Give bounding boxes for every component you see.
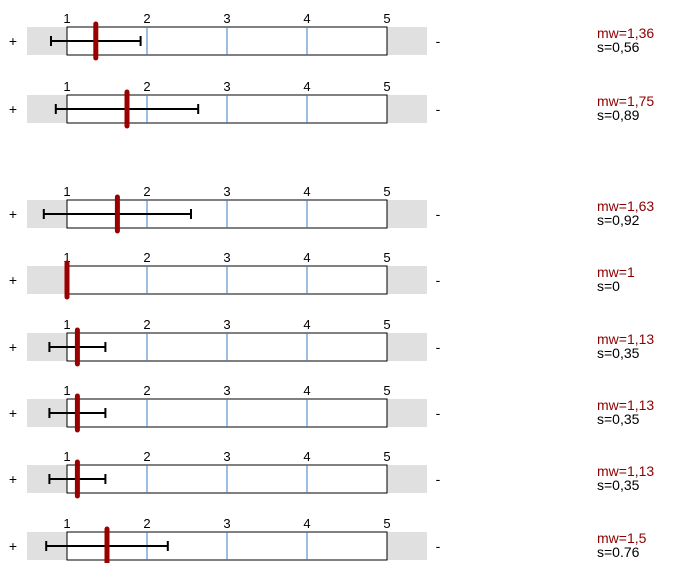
right-sign-label: - — [436, 101, 441, 117]
right-band — [387, 465, 427, 493]
right-sign-label: - — [436, 206, 441, 222]
tick-label: 2 — [143, 516, 150, 531]
right-band — [387, 95, 427, 123]
tick-label: 3 — [223, 184, 230, 199]
sd-label: s=0 — [597, 278, 620, 294]
tick-label: 5 — [383, 250, 390, 265]
tick-label: 2 — [143, 317, 150, 332]
tick-label: 4 — [303, 11, 310, 26]
tick-label: 3 — [223, 250, 230, 265]
tick-label: 5 — [383, 184, 390, 199]
tick-label: 1 — [63, 11, 70, 26]
right-sign-label: - — [436, 33, 441, 49]
left-sign-label: + — [9, 339, 17, 355]
sd-label: s=0,35 — [597, 477, 640, 493]
tick-label: 3 — [223, 449, 230, 464]
left-sign-label: + — [9, 33, 17, 49]
mean-label: mw=1,75 — [597, 93, 654, 109]
right-band — [387, 200, 427, 228]
tick-label: 5 — [383, 11, 390, 26]
mean-label: mw=1,63 — [597, 198, 654, 214]
sd-label: s=0.76 — [597, 544, 640, 560]
right-band — [387, 532, 427, 560]
right-sign-label: - — [436, 471, 441, 487]
tick-label: 2 — [143, 449, 150, 464]
tick-label: 4 — [303, 250, 310, 265]
mean-label: mw=1,13 — [597, 463, 654, 479]
tick-label: 4 — [303, 383, 310, 398]
tick-label: 5 — [383, 449, 390, 464]
right-band — [387, 266, 427, 294]
tick-label: 3 — [223, 516, 230, 531]
tick-label: 1 — [63, 449, 70, 464]
left-band — [27, 266, 67, 294]
tick-label: 4 — [303, 317, 310, 332]
tick-label: 4 — [303, 184, 310, 199]
sd-label: s=0,89 — [597, 107, 640, 123]
tick-label: 3 — [223, 11, 230, 26]
sd-label: s=0,56 — [597, 39, 640, 55]
tick-label: 3 — [223, 383, 230, 398]
left-sign-label: + — [9, 471, 17, 487]
mean-label: mw=1,5 — [597, 530, 647, 546]
tick-label: 2 — [143, 11, 150, 26]
left-sign-label: + — [9, 405, 17, 421]
tick-label: 5 — [383, 516, 390, 531]
tick-label: 1 — [63, 516, 70, 531]
tick-label: 4 — [303, 516, 310, 531]
tick-label: 5 — [383, 79, 390, 94]
tick-label: 1 — [63, 383, 70, 398]
sd-label: s=0,35 — [597, 411, 640, 427]
left-sign-label: + — [9, 538, 17, 554]
tick-label: 1 — [63, 79, 70, 94]
right-band — [387, 27, 427, 55]
mean-label: mw=1 — [597, 264, 635, 280]
right-sign-label: - — [436, 405, 441, 421]
right-sign-label: - — [436, 272, 441, 288]
mean-label: mw=1,13 — [597, 331, 654, 347]
right-sign-label: - — [436, 538, 441, 554]
mean-label: mw=1,13 — [597, 397, 654, 413]
tick-label: 2 — [143, 184, 150, 199]
left-sign-label: + — [9, 101, 17, 117]
tick-label: 1 — [63, 250, 70, 265]
tick-label: 4 — [303, 79, 310, 94]
tick-label: 1 — [63, 317, 70, 332]
tick-label: 5 — [383, 383, 390, 398]
tick-label: 2 — [143, 383, 150, 398]
mean-label: mw=1,36 — [597, 25, 654, 41]
left-sign-label: + — [9, 272, 17, 288]
tick-label: 2 — [143, 250, 150, 265]
sd-label: s=0,92 — [597, 212, 640, 228]
tick-label: 2 — [143, 79, 150, 94]
tick-label: 3 — [223, 79, 230, 94]
tick-label: 5 — [383, 317, 390, 332]
tick-label: 1 — [63, 184, 70, 199]
right-band — [387, 399, 427, 427]
sd-label: s=0,35 — [597, 345, 640, 361]
tick-label: 4 — [303, 449, 310, 464]
left-sign-label: + — [9, 206, 17, 222]
right-sign-label: - — [436, 339, 441, 355]
tick-label: 3 — [223, 317, 230, 332]
right-band — [387, 333, 427, 361]
